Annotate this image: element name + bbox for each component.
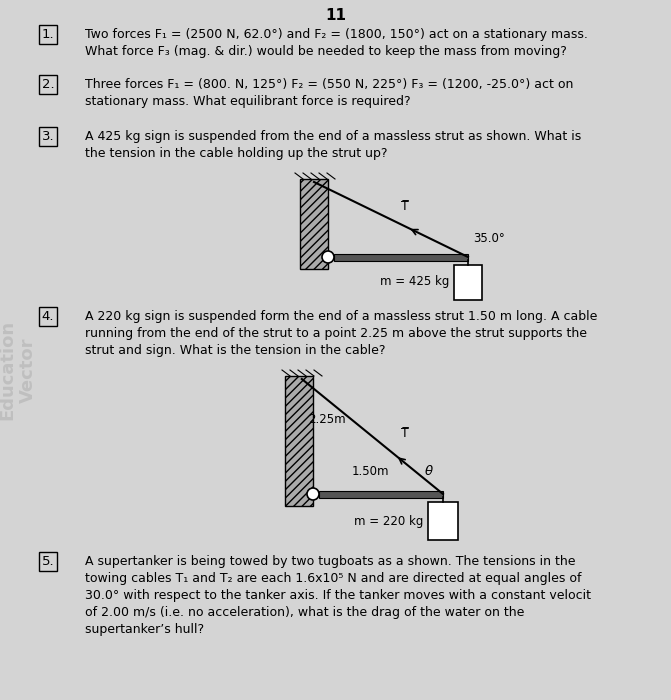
Text: θ: θ <box>425 465 433 478</box>
Text: 1.50m: 1.50m <box>352 465 389 478</box>
Text: stationary mass. What equilibrant force is required?: stationary mass. What equilibrant force … <box>85 95 411 108</box>
Bar <box>454 265 482 300</box>
Text: A supertanker is being towed by two tugboats as a shown. The tensions in the: A supertanker is being towed by two tugb… <box>85 555 576 568</box>
Text: A 220 kg sign is suspended form the end of a massless strut 1.50 m long. A cable: A 220 kg sign is suspended form the end … <box>85 310 597 323</box>
Text: 30.0° with respect to the tanker axis. If the tanker moves with a constant veloc: 30.0° with respect to the tanker axis. I… <box>85 589 591 602</box>
Text: the tension in the cable holding up the strut up?: the tension in the cable holding up the … <box>85 147 387 160</box>
Text: towing cables T₁ and T₂ are each 1.6x10⁵ N and are directed at equal angles of: towing cables T₁ and T₂ are each 1.6x10⁵… <box>85 572 582 585</box>
Text: What force F₃ (mag. & dir.) would be needed to keep the mass from moving?: What force F₃ (mag. & dir.) would be nee… <box>85 45 567 58</box>
Text: of 2.00 m/s (i.e. no acceleration), what is the drag of the water on the: of 2.00 m/s (i.e. no acceleration), what… <box>85 606 524 619</box>
Text: A 425 kg sign is suspended from the end of a massless strut as shown. What is: A 425 kg sign is suspended from the end … <box>85 130 581 143</box>
Text: 35.0°: 35.0° <box>473 232 505 245</box>
Text: T̅: T̅ <box>401 427 409 440</box>
Text: 2.25m: 2.25m <box>309 413 346 426</box>
Text: supertanker’s hull?: supertanker’s hull? <box>85 623 204 636</box>
Text: Two forces F₁ = (2500 N, 62.0°) and F₂ = (1800, 150°) act on a stationary mass.: Two forces F₁ = (2500 N, 62.0°) and F₂ =… <box>85 28 588 41</box>
Text: 11: 11 <box>325 8 346 23</box>
Text: strut and sign. What is the tension in the cable?: strut and sign. What is the tension in t… <box>85 344 386 357</box>
Circle shape <box>322 251 334 263</box>
Text: 1.: 1. <box>42 28 54 41</box>
Text: 5.: 5. <box>42 555 54 568</box>
Bar <box>428 502 458 540</box>
Text: T̅: T̅ <box>401 199 409 213</box>
Text: m = 425 kg: m = 425 kg <box>380 276 449 288</box>
Text: Three forces F₁ = (800. N, 125°) F₂ = (550 N, 225°) F₃ = (1200, -25.0°) act on: Three forces F₁ = (800. N, 125°) F₂ = (5… <box>85 78 574 91</box>
Bar <box>319 491 443 498</box>
Text: m = 220 kg: m = 220 kg <box>354 514 423 528</box>
Text: 2.: 2. <box>42 78 54 91</box>
Bar <box>334 254 468 261</box>
Text: 4.: 4. <box>42 310 54 323</box>
Text: Education
Vector: Education Vector <box>0 320 38 420</box>
Bar <box>300 179 328 269</box>
Text: 3.: 3. <box>42 130 54 143</box>
Circle shape <box>307 488 319 500</box>
Bar <box>285 376 313 506</box>
Text: running from the end of the strut to a point 2.25 m above the strut supports the: running from the end of the strut to a p… <box>85 327 587 340</box>
